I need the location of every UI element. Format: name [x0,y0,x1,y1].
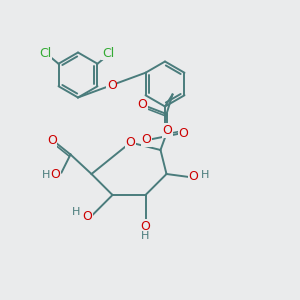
Text: O: O [51,167,60,181]
Text: O: O [162,124,172,137]
Text: H: H [141,231,150,241]
Text: O: O [47,134,57,148]
Text: O: O [142,133,151,146]
Text: O: O [141,220,150,233]
Text: O: O [179,127,188,140]
Text: H: H [72,207,81,217]
Text: O: O [138,98,147,112]
Text: H: H [42,169,51,180]
Text: Cl: Cl [102,47,114,60]
Text: Cl: Cl [39,47,51,60]
Text: O: O [107,79,117,92]
Text: O: O [82,209,92,223]
Text: O: O [189,170,198,184]
Text: H: H [201,169,210,180]
Text: O: O [126,136,135,149]
